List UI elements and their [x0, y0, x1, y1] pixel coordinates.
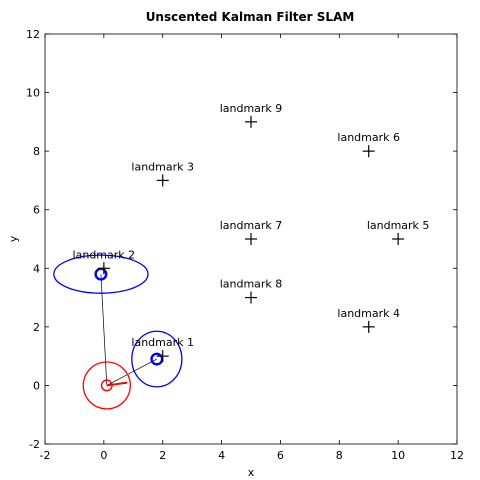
y-tick-label: 12: [26, 28, 40, 41]
landmark-marker: [245, 233, 257, 245]
landmark-marker: [97, 262, 110, 275]
observation-line: [106, 358, 157, 386]
landmark-marker: [156, 174, 169, 187]
landmark-label: landmark 2: [73, 248, 136, 261]
landmark-label: landmark 9: [220, 102, 283, 115]
y-tick-label: 4: [33, 262, 40, 275]
landmark-markers: [97, 115, 405, 363]
y-tick-label: 8: [33, 145, 40, 158]
x-axis-label: x: [248, 466, 255, 479]
landmark-labels: landmark 1 landmark 2 landmark 3 landmark 4…: [73, 102, 430, 349]
x-tick-label: 4: [218, 449, 225, 462]
landmark-label: landmark 1: [131, 336, 194, 349]
chart-title: Unscented Kalman Filter SLAM: [146, 10, 355, 24]
x-tick-label: 6: [277, 449, 284, 462]
landmark-label: landmark 5: [367, 219, 430, 232]
y-tick-label: 0: [33, 379, 40, 392]
landmark-estimate-ellipse: [131, 330, 183, 388]
x-tick-label: 2: [159, 449, 166, 462]
landmark-label: landmark 3: [131, 160, 194, 173]
x-tick-label: -2: [40, 449, 51, 462]
y-tick-label: 2: [33, 321, 40, 334]
y-tick-label: 6: [33, 204, 40, 217]
landmark-marker: [245, 291, 257, 304]
x-tick-label: 12: [450, 449, 464, 462]
robot-heading: [106, 381, 128, 387]
landmark-label: landmark 4: [337, 307, 400, 320]
landmark-estimate-ellipse: [53, 254, 149, 294]
landmark-marker: [156, 350, 169, 363]
plot-area: [44, 33, 458, 445]
covariance-ellipses: [53, 254, 183, 410]
axis-ticks: -2 0 2 4 6 8 10 12 -2 0 2 4 6 8 10 12: [26, 28, 464, 462]
x-tick-label: 10: [391, 449, 405, 462]
observation-lines: [100, 274, 157, 386]
landmark-label: landmark 6: [337, 131, 400, 144]
landmark-marker: [362, 320, 375, 333]
x-tick-label: 0: [100, 449, 107, 462]
y-tick-label: -2: [29, 438, 40, 451]
landmark-marker: [245, 115, 257, 128]
landmark-label: landmark 8: [220, 278, 283, 291]
observation-line: [100, 274, 108, 386]
landmark-marker: [362, 145, 375, 158]
y-axis-label: y: [7, 235, 20, 242]
landmark-marker: [392, 233, 405, 245]
landmark-label: landmark 7: [220, 219, 283, 232]
x-tick-label: 8: [336, 449, 343, 462]
y-tick-label: 10: [26, 87, 40, 100]
robot-covariance-ellipse: [82, 361, 131, 410]
